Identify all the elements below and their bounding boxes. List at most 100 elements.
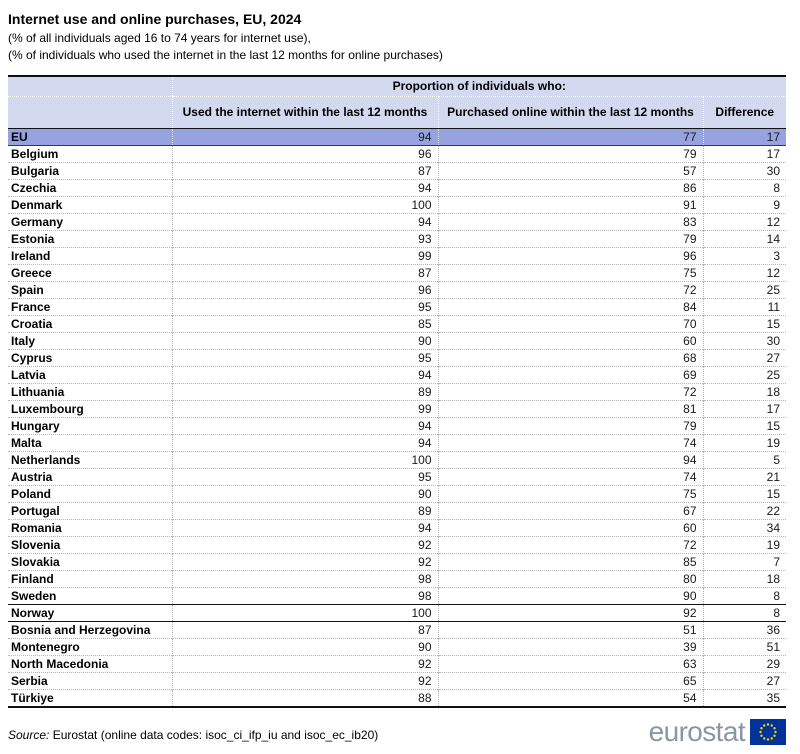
value-cell: 36 xyxy=(702,620,787,638)
country-cell: Bosnia and Herzegovina xyxy=(8,620,172,638)
group-header-row: Proportion of individuals who: xyxy=(8,76,787,97)
table-row: Hungary 94 79 15 xyxy=(8,416,787,434)
value-cell: 94 xyxy=(171,518,438,536)
country-cell: Norway xyxy=(8,603,172,622)
value-cell: 85 xyxy=(437,552,703,570)
value-cell: 34 xyxy=(702,518,787,536)
table-row: Cyprus 95 68 27 xyxy=(8,348,787,366)
table-row: Belgium 96 79 17 xyxy=(8,144,787,162)
country-cell: Serbia xyxy=(8,671,172,689)
value-cell: 90 xyxy=(437,586,703,604)
table-row: Portugal 89 67 22 xyxy=(8,501,787,519)
table-row: Finland 98 80 18 xyxy=(8,569,787,587)
table-row: Slovakia 92 85 7 xyxy=(8,552,787,570)
value-cell: 92 xyxy=(171,654,438,672)
value-cell: 96 xyxy=(171,280,438,298)
value-cell: 85 xyxy=(171,314,438,332)
subtitle-line-2: (% of individuals who used the internet … xyxy=(8,48,443,62)
table-row: Romania 94 60 34 xyxy=(8,518,787,536)
column-header-internet-use: Used the internet within the last 12 mon… xyxy=(171,96,438,129)
value-cell: 19 xyxy=(702,535,787,553)
value-cell: 79 xyxy=(437,416,703,434)
eurostat-logo: eurostat xyxy=(649,718,786,746)
value-cell: 92 xyxy=(171,535,438,553)
value-cell: 25 xyxy=(702,280,787,298)
value-cell: 17 xyxy=(702,144,787,162)
value-cell: 25 xyxy=(702,365,787,383)
country-cell: Türkiye xyxy=(8,688,172,707)
value-cell: 87 xyxy=(171,620,438,638)
table-header: Proportion of individuals who: Used the … xyxy=(8,76,787,129)
value-cell: 96 xyxy=(437,246,703,264)
value-cell: 54 xyxy=(437,688,703,707)
value-cell: 96 xyxy=(171,144,438,162)
value-cell: 79 xyxy=(437,144,703,162)
value-cell: 7 xyxy=(702,552,787,570)
eu-flag-background xyxy=(750,719,786,745)
country-cell: Bulgaria xyxy=(8,161,172,179)
value-cell: 8 xyxy=(702,603,787,622)
value-cell: 3 xyxy=(702,246,787,264)
table-row: Bulgaria 87 57 30 xyxy=(8,161,787,179)
value-cell: 94 xyxy=(171,416,438,434)
source-note: Source: Eurostat (online data codes: iso… xyxy=(8,728,786,742)
value-cell: 98 xyxy=(171,586,438,604)
value-cell: 60 xyxy=(437,331,703,349)
value-cell: 9 xyxy=(702,195,787,213)
country-cell: Montenegro xyxy=(8,637,172,655)
table-row: Denmark 100 91 9 xyxy=(8,195,787,213)
value-cell: 19 xyxy=(702,433,787,451)
eu-flag-icon xyxy=(750,719,786,745)
value-cell: 72 xyxy=(437,535,703,553)
country-cell: Croatia xyxy=(8,314,172,332)
table-row: Czechia 94 86 8 xyxy=(8,178,787,196)
value-cell: 88 xyxy=(171,688,438,707)
country-cell: Sweden xyxy=(8,586,172,604)
value-cell: 95 xyxy=(171,348,438,366)
value-cell: 98 xyxy=(171,569,438,587)
value-cell: 90 xyxy=(171,637,438,655)
value-cell: 5 xyxy=(702,450,787,468)
country-cell: Poland xyxy=(8,484,172,502)
table-row: Poland 90 75 15 xyxy=(8,484,787,502)
value-cell: 75 xyxy=(437,263,703,281)
value-cell: 51 xyxy=(702,637,787,655)
country-cell: Italy xyxy=(8,331,172,349)
country-cell: Lithuania xyxy=(8,382,172,400)
value-cell: 94 xyxy=(171,178,438,196)
value-cell: 87 xyxy=(171,161,438,179)
page-title: Internet use and online purchases, EU, 2… xyxy=(8,11,302,27)
table-row: Bosnia and Herzegovina 87 51 36 xyxy=(8,620,787,638)
value-cell: 95 xyxy=(171,467,438,485)
table-row: Norway 100 92 8 xyxy=(8,603,787,622)
value-cell: 29 xyxy=(702,654,787,672)
value-cell: 18 xyxy=(702,382,787,400)
value-cell: 35 xyxy=(702,688,787,707)
country-cell: Romania xyxy=(8,518,172,536)
value-cell: 94 xyxy=(171,212,438,230)
value-cell: 27 xyxy=(702,671,787,689)
country-cell: EU xyxy=(8,128,172,146)
value-cell: 91 xyxy=(437,195,703,213)
table-row: Lithuania 89 72 18 xyxy=(8,382,787,400)
source-text: Eurostat (online data codes: isoc_ci_ifp… xyxy=(52,727,379,742)
value-cell: 68 xyxy=(437,348,703,366)
value-cell: 70 xyxy=(437,314,703,332)
table-row: North Macedonia 92 63 29 xyxy=(8,654,787,672)
country-cell: Denmark xyxy=(8,195,172,213)
value-cell: 84 xyxy=(437,297,703,315)
table-row: Croatia 85 70 15 xyxy=(8,314,787,332)
country-cell: Luxembourg xyxy=(8,399,172,417)
value-cell: 22 xyxy=(702,501,787,519)
value-cell: 15 xyxy=(702,416,787,434)
value-cell: 100 xyxy=(171,195,438,213)
table-row: Germany 94 83 12 xyxy=(8,212,787,230)
value-cell: 18 xyxy=(702,569,787,587)
statistics-table: Proportion of individuals who: Used the … xyxy=(8,75,787,708)
value-cell: 72 xyxy=(437,280,703,298)
value-cell: 8 xyxy=(702,586,787,604)
value-cell: 90 xyxy=(171,484,438,502)
subtitle-line-1: (% of all individuals aged 16 to 74 year… xyxy=(8,31,311,45)
country-cell: Malta xyxy=(8,433,172,451)
